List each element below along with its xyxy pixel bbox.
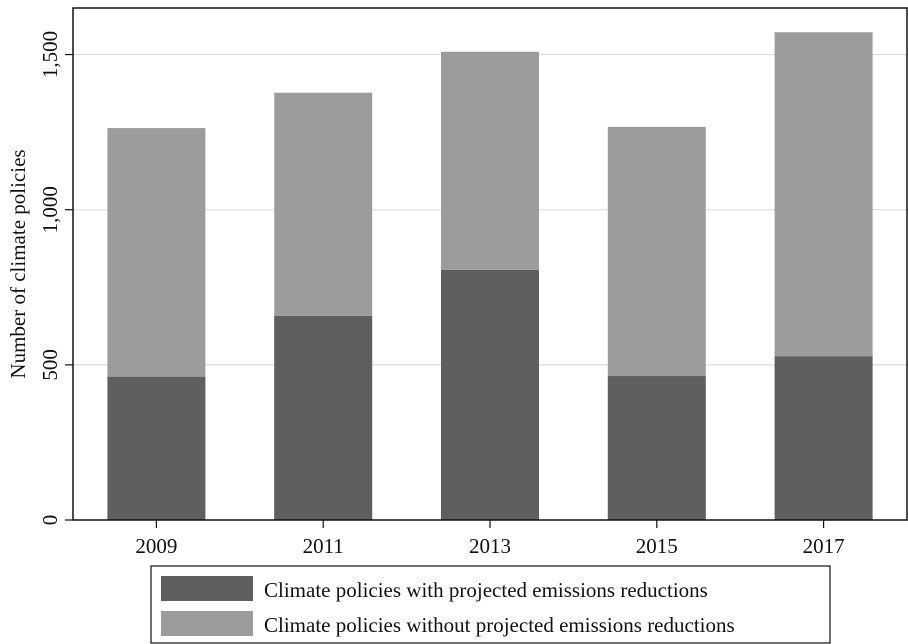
legend-swatch-without-reductions [161,611,253,636]
x-tick-label: 2015 [636,534,678,558]
bar-2017-with-reductions [774,356,873,520]
legend-frame [150,565,831,644]
legend: Climate policies with projected emission… [150,565,831,644]
x-tick-label: 2011 [303,534,344,558]
bar-2015-with-reductions [607,376,706,520]
x-tick-label: 2009 [135,534,177,558]
bar-2013-without-reductions [441,51,539,270]
y-tick-label: 0 [38,515,62,526]
legend-label-with-reductions: Climate policies with projected emission… [264,578,708,602]
x-tick-label: 2013 [469,534,511,558]
bar-2009-with-reductions [107,376,206,520]
x-axis: 2009 2011 2013 2015 2017 [135,520,845,558]
bar-2013-with-reductions [441,269,539,520]
legend-swatch-with-reductions [161,576,253,601]
bar-2017-without-reductions [774,32,873,357]
bar-2011-without-reductions [274,92,373,316]
y-tick-label: 500 [38,349,62,381]
x-tick-label: 2017 [803,534,845,558]
bar-2009-without-reductions [107,128,206,377]
bar-2015-without-reductions [607,126,706,377]
legend-label-without-reductions: Climate policies without projected emiss… [264,613,735,637]
bar-2011-with-reductions [274,315,373,520]
y-axis-title: Number of climate policies [6,149,30,378]
bars [107,32,873,520]
y-tick-label: 1,500 [38,31,62,78]
y-tick-label: 1,000 [38,186,62,233]
y-axis: 0 500 1,000 1,500 [38,31,73,525]
